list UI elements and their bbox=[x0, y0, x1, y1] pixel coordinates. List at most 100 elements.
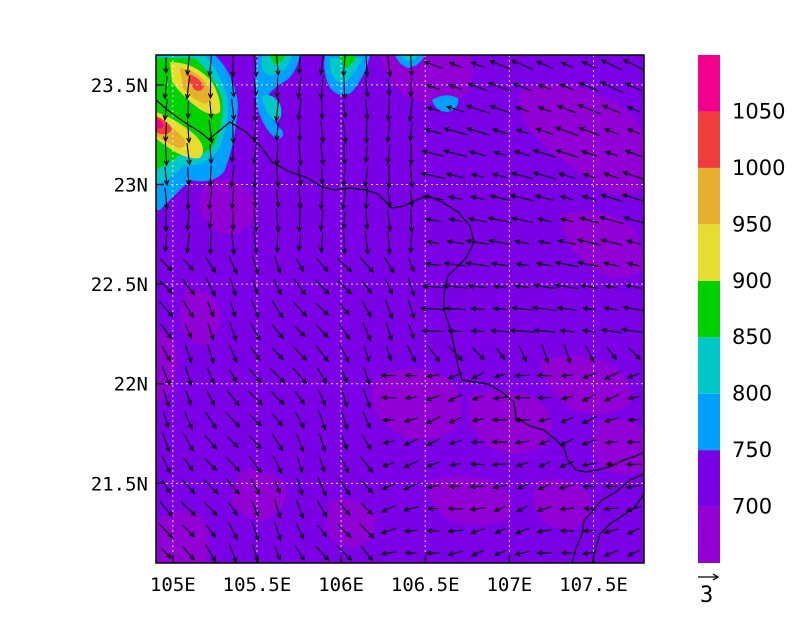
wind-vector bbox=[445, 172, 465, 179]
wind-vector bbox=[204, 458, 218, 471]
wind-vector bbox=[381, 504, 396, 513]
colorbar-label: 1050 bbox=[732, 99, 785, 123]
wind-vector bbox=[163, 166, 170, 187]
wind-vector bbox=[185, 167, 192, 186]
wind-vector bbox=[403, 438, 418, 446]
wind-vector bbox=[295, 499, 305, 520]
border-line bbox=[156, 99, 211, 141]
wind-vector bbox=[275, 189, 281, 209]
wind-vector bbox=[206, 367, 215, 385]
wind-vector bbox=[293, 278, 307, 296]
wind-vector bbox=[230, 230, 237, 256]
wind-vector bbox=[336, 257, 353, 273]
wind-vector bbox=[207, 231, 214, 255]
wind-vector bbox=[516, 505, 529, 512]
wind-vector bbox=[185, 100, 191, 120]
wind-vector bbox=[489, 60, 511, 70]
wind-vector bbox=[384, 299, 394, 320]
wind-vector bbox=[603, 394, 619, 402]
wind-vector bbox=[340, 388, 349, 408]
wind-vector bbox=[386, 164, 392, 189]
wind-vector bbox=[159, 523, 174, 539]
wind-vector bbox=[471, 417, 484, 423]
wind-vector bbox=[532, 171, 557, 180]
wind-vector bbox=[578, 82, 600, 92]
wind-vector bbox=[627, 395, 640, 401]
wind-vector bbox=[319, 456, 326, 473]
wind-vector bbox=[297, 142, 304, 167]
wind-vector bbox=[537, 106, 552, 113]
wind-vector bbox=[626, 106, 641, 113]
wind-vector bbox=[274, 142, 280, 166]
x-tick-label: 106E bbox=[318, 574, 364, 596]
wind-vector bbox=[599, 81, 623, 93]
wind-vector bbox=[252, 78, 259, 97]
wind-vector bbox=[294, 545, 305, 562]
wind-vector bbox=[337, 279, 352, 295]
wind-vector bbox=[471, 372, 485, 380]
border-line bbox=[571, 473, 644, 563]
wind-vector bbox=[275, 208, 281, 233]
wind-vector bbox=[160, 323, 172, 340]
wind-vector bbox=[559, 438, 574, 446]
wind-vector bbox=[513, 150, 531, 157]
wind-vector bbox=[534, 194, 555, 202]
gridlines bbox=[156, 55, 644, 563]
wind-vector bbox=[359, 523, 375, 539]
wind-vector bbox=[626, 261, 641, 267]
wind-vector bbox=[470, 61, 485, 69]
contour-patch-lowest bbox=[156, 330, 178, 400]
wind-vector bbox=[386, 209, 393, 233]
wind-vector bbox=[318, 186, 325, 211]
wind-vector bbox=[603, 506, 619, 512]
wind-vector bbox=[182, 258, 195, 272]
wind-vector bbox=[186, 142, 192, 166]
wind-vector bbox=[207, 322, 215, 341]
wind-vector bbox=[470, 328, 485, 334]
wind-vector bbox=[581, 462, 597, 468]
wind-vector bbox=[226, 478, 241, 495]
wind-vector bbox=[318, 55, 325, 76]
wind-vector bbox=[536, 372, 553, 379]
wind-vector bbox=[271, 433, 284, 452]
wind-vector bbox=[163, 121, 169, 143]
wind-vector bbox=[274, 97, 280, 122]
wind-vector bbox=[363, 164, 369, 189]
wind-vector bbox=[296, 477, 304, 497]
wind-vector bbox=[625, 505, 642, 513]
wind-vector bbox=[426, 484, 440, 490]
wind-vector bbox=[161, 455, 171, 474]
wind-vector bbox=[230, 77, 237, 98]
wind-vector bbox=[467, 216, 488, 223]
wind-vector bbox=[250, 478, 261, 496]
wind-vector bbox=[510, 59, 534, 71]
contour-patch-lowest bbox=[533, 479, 591, 530]
wind-vector bbox=[271, 323, 284, 340]
contour-patch-lowest bbox=[560, 211, 644, 278]
wind-vector bbox=[185, 186, 191, 211]
wind-vector bbox=[336, 545, 353, 561]
wind-vector bbox=[511, 305, 533, 311]
wind-vector bbox=[449, 461, 461, 468]
wind-vector bbox=[158, 301, 174, 318]
wind-vector bbox=[467, 82, 488, 92]
wind-vector bbox=[577, 103, 601, 115]
wind-vector bbox=[295, 522, 304, 540]
wind-vector bbox=[535, 261, 553, 267]
wind-vector bbox=[465, 238, 490, 245]
wind-vector bbox=[362, 388, 371, 409]
wind-vector bbox=[228, 344, 238, 364]
wind-vector bbox=[341, 55, 347, 77]
wind-vector bbox=[487, 216, 513, 224]
wind-vector bbox=[229, 278, 237, 297]
wind-vector bbox=[204, 435, 218, 450]
wind-vector bbox=[360, 545, 374, 562]
wind-vector bbox=[425, 438, 441, 446]
wind-vector bbox=[203, 479, 219, 495]
wind-vector bbox=[208, 144, 214, 165]
wind-vector bbox=[341, 143, 348, 166]
wind-vector bbox=[229, 187, 236, 210]
wind-vector bbox=[518, 345, 527, 363]
wind-vector bbox=[380, 550, 396, 557]
wind-vector bbox=[471, 549, 485, 557]
